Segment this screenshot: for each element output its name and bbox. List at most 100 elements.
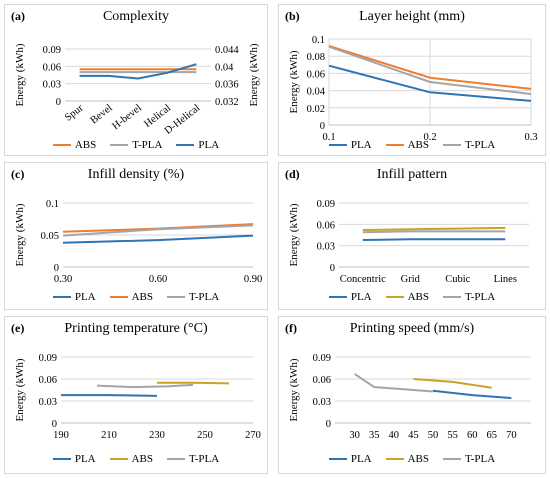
legend-label: T-PLA (189, 453, 220, 465)
legend-label: PLA (350, 291, 372, 303)
y-tick-label: 0.03 (39, 397, 57, 408)
legend-item: T-PLA (167, 453, 219, 465)
series-line-abs (157, 381, 230, 385)
panel-f: 0 0.03 0.06 0.09 30 35 40 45 50 55 60 65 70 Energy (k… (278, 316, 546, 474)
y2-tick-label: 0.04 (215, 62, 234, 73)
legend-item: ABS (109, 291, 154, 303)
series-line-pla (79, 63, 197, 80)
legend-item: ABS (385, 291, 429, 303)
x-tick-label: 190 (53, 430, 69, 441)
legend-swatch (176, 144, 195, 146)
x-tick-label: Grid (401, 274, 421, 285)
legend-item: T-PLA (443, 139, 495, 151)
series-line-t-pla (362, 230, 506, 234)
x-tick-label: Concentric (340, 274, 386, 285)
chart-e-svg: 0 0.03 0.06 0.09 190 210 230 250 270 Energy (kWh) (14, 353, 261, 441)
x-tick-label: 50 (428, 430, 439, 441)
y2-tick-label: 0.036 (215, 80, 239, 91)
y-tick-label: 0.02 (307, 104, 325, 115)
x-tick-label: 270 (245, 430, 261, 441)
chart-title: Infill pattern (376, 167, 448, 182)
chart-title: Printing speed (mm/s) (349, 321, 475, 336)
panel-label: (b) (285, 9, 300, 23)
y-tick-label: 0 (320, 121, 325, 132)
y-tick-label: 0.05 (41, 231, 59, 242)
legend-label: T-PLA (465, 291, 496, 303)
chart-title: Layer height (mm) (359, 9, 465, 24)
series-line-abs (328, 44, 532, 90)
series-line-t-pla (354, 373, 434, 393)
x-tick-label: 0.60 (149, 274, 167, 285)
y-axis-label: Energy (kWh) (288, 50, 300, 113)
panel-label: (c) (11, 167, 25, 181)
legend-item: PLA (52, 291, 96, 303)
series-line-t-pla (96, 383, 194, 389)
legend-swatch (443, 296, 462, 298)
chart-title: Printing temperature (°C) (64, 321, 208, 336)
legend-label: ABS (131, 291, 154, 303)
legend-swatch (443, 144, 462, 146)
y-tick-label: 0.09 (313, 353, 331, 364)
x-tick-label: 250 (197, 430, 213, 441)
panel-label: (f) (285, 321, 297, 335)
x-tick-label: 0.30 (54, 274, 72, 285)
x-tick-label: 60 (467, 430, 478, 441)
x-tick-label: 40 (389, 430, 400, 441)
legend-label: ABS (407, 453, 430, 465)
panel-a: 0 0.03 0.06 0.09 0.032 0.036 0.04 0.044 Spur Beve… (4, 4, 268, 156)
x-tick-label: 35 (369, 430, 380, 441)
panel-c: 0 0.05 0.1 0.30 0.60 0.90 Energy (kWh) (c) Inf… (4, 162, 268, 310)
y-tick-label: 0.06 (39, 375, 57, 386)
y-axis-label: Energy (kWh) (14, 43, 26, 106)
y-tick-label: 0.03 (317, 242, 335, 253)
x-tick-label: 0.1 (322, 132, 335, 143)
series-line-abs (413, 378, 492, 389)
x-tick-label: 210 (101, 430, 117, 441)
legend: PLA ABS T-PLA (279, 139, 545, 151)
legend-swatch (109, 296, 128, 298)
x-tick-label: 0.2 (423, 132, 436, 143)
legend-item: T-PLA (167, 291, 219, 303)
legend-label: ABS (407, 139, 430, 151)
legend-swatch (109, 458, 128, 460)
x-tick-label: Lines (494, 274, 517, 285)
x-tick-label: Spur (63, 102, 86, 123)
series-line-pla (362, 238, 506, 241)
legend-label: PLA (74, 291, 96, 303)
x-tick-label: Cubic (445, 274, 470, 285)
legend-label: T-PLA (132, 139, 163, 151)
y-tick-label: 0.03 (43, 80, 61, 91)
y-axis-label: Energy (kWh) (288, 358, 300, 421)
legend-label: PLA (74, 453, 96, 465)
panel-b: 0 0.02 0.04 0.06 0.08 0.1 0.1 0.2 0.3 Energy (kWh… (278, 4, 546, 156)
legend-item: T-PLA (443, 453, 495, 465)
legend-swatch (167, 296, 186, 298)
legend-label: PLA (350, 139, 372, 151)
series-line-abs (362, 226, 506, 231)
legend-label: ABS (74, 139, 97, 151)
y-tick-label: 0.09 (39, 353, 57, 364)
legend-swatch (385, 144, 404, 146)
legend-swatch (328, 296, 347, 298)
x-tick-label: 65 (487, 430, 498, 441)
legend: PLA ABS T-PLA (279, 453, 545, 465)
y2-tick-label: 0.044 (215, 45, 239, 56)
series-line-pla (61, 394, 158, 397)
x-tick-label: H-bevel (110, 103, 143, 133)
y-axis-label: Energy (kWh) (14, 358, 26, 421)
x-tick-label: 55 (447, 430, 458, 441)
legend-item: ABS (385, 453, 430, 465)
x-tick-label: 230 (149, 430, 165, 441)
legend-item: ABS (52, 139, 97, 151)
y-tick-label: 0 (54, 263, 59, 274)
chart-f-svg: 0 0.03 0.06 0.09 30 35 40 45 50 55 60 65 70 Energy (k… (288, 353, 531, 441)
x-tick-label: 30 (349, 430, 360, 441)
legend-item: PLA (328, 291, 372, 303)
series-line-pla (328, 64, 532, 102)
y-tick-label: 0 (56, 97, 61, 108)
legend-swatch (52, 144, 71, 146)
y-tick-label: 0.06 (313, 375, 331, 386)
y-tick-label: 0.06 (307, 69, 325, 80)
y-axis-label: Energy (kWh) (14, 203, 26, 266)
